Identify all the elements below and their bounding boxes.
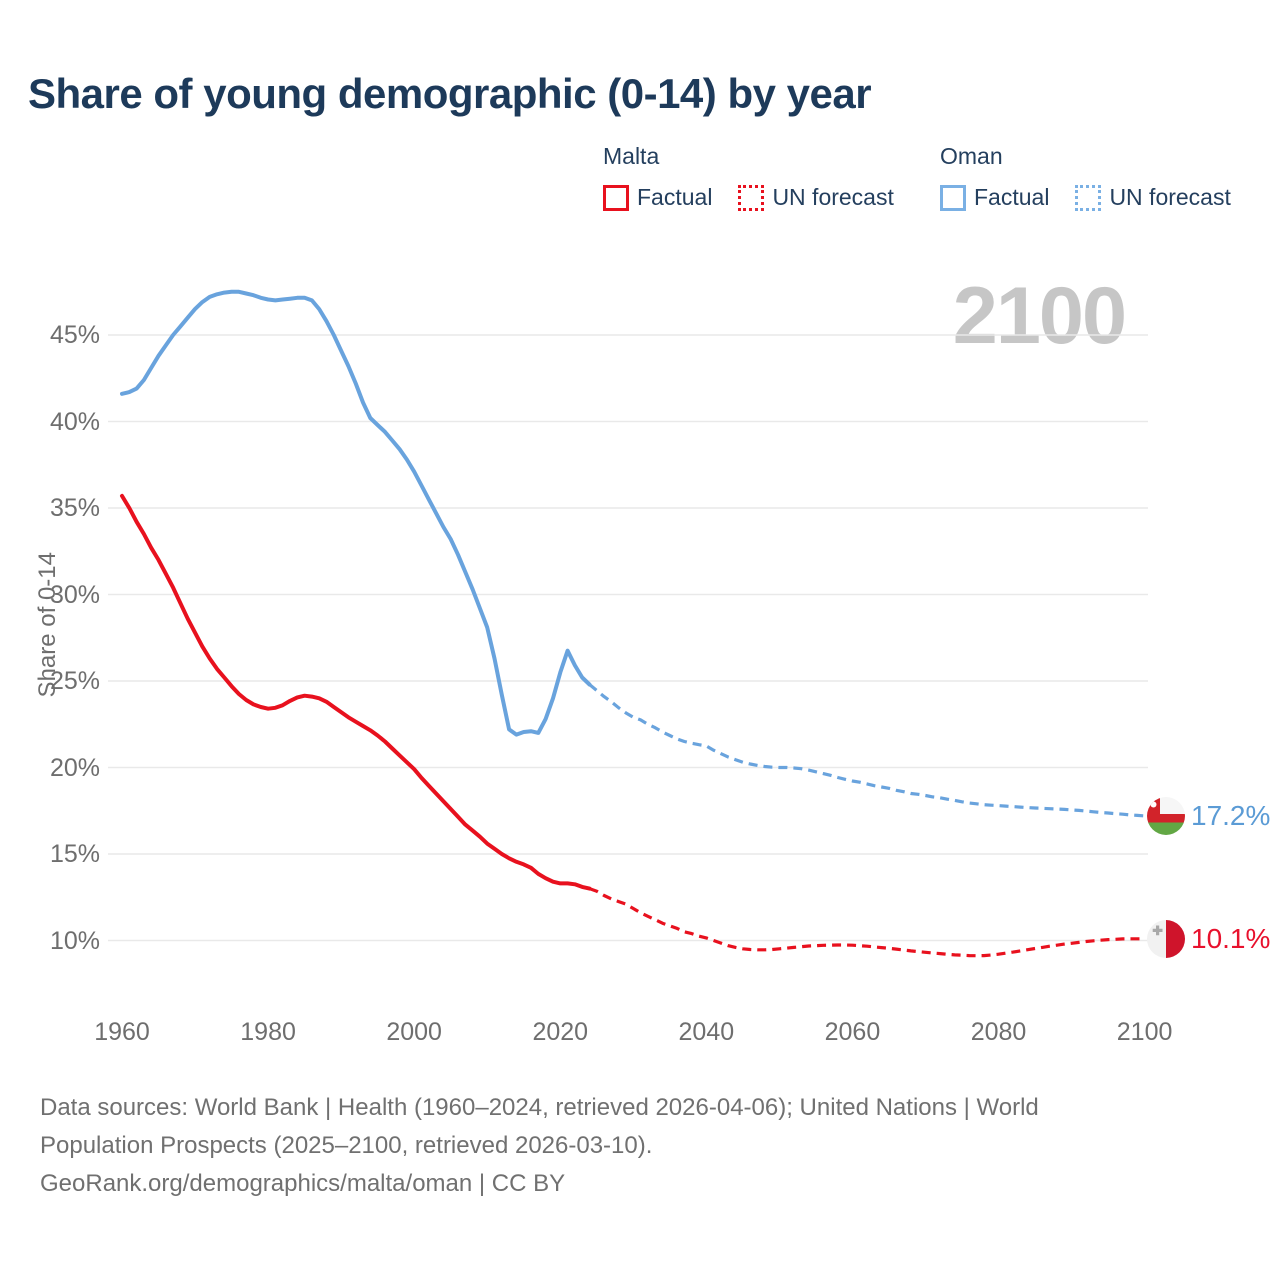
y-tick-label: 30% bbox=[49, 580, 100, 609]
x-tick-label: 2100 bbox=[1116, 1018, 1173, 1046]
y-tick-label: 10% bbox=[49, 926, 100, 955]
x-tick-label: 1980 bbox=[240, 1018, 296, 1046]
x-tick-label: 1960 bbox=[94, 1018, 150, 1046]
y-tick-label: 45% bbox=[49, 321, 100, 349]
data-sources-footer: Data sources: World Bank | Health (1960–… bbox=[40, 1089, 1220, 1203]
footer-line-3: GeoRank.org/demographics/malta/oman | CC… bbox=[40, 1170, 566, 1197]
oman-end-value-label: 17.2% bbox=[1191, 800, 1271, 831]
malta-factual-label: Factual bbox=[637, 184, 713, 210]
y-tick-label: 15% bbox=[49, 840, 100, 868]
oman-forecast-swatch-icon bbox=[1075, 184, 1102, 211]
y-tick-label: 35% bbox=[49, 494, 100, 522]
y-tick-label: 25% bbox=[49, 667, 100, 695]
series-malta-factual bbox=[120, 493, 592, 891]
legend-group-malta: Malta Factual UN forecast bbox=[603, 143, 894, 211]
series-oman-factual bbox=[120, 289, 592, 737]
x-tick-label: 2060 bbox=[824, 1018, 881, 1046]
x-tick-label: 2080 bbox=[970, 1018, 1027, 1046]
legend-malta-header: Malta bbox=[603, 143, 660, 169]
oman-forecast-label: UN forecast bbox=[1109, 184, 1231, 210]
chart-title: Share of young demographic (0-14) by yea… bbox=[28, 70, 872, 117]
footer-line-1: Data sources: World Bank | Health (1960–… bbox=[40, 1094, 1039, 1121]
y-tick-label: 40% bbox=[49, 407, 100, 436]
oman-factual-swatch-icon bbox=[940, 184, 966, 211]
malta-forecast-label: UN forecast bbox=[772, 184, 894, 210]
x-tick-label: 2000 bbox=[386, 1018, 442, 1046]
malta-end-value-label: 10.1% bbox=[1191, 923, 1271, 954]
series-oman-un-forecast bbox=[588, 683, 1145, 818]
x-tick-label: 2020 bbox=[532, 1018, 589, 1046]
legend-group-oman: Oman Factual UN forecast bbox=[940, 143, 1231, 211]
x-tick-label: 2040 bbox=[678, 1018, 735, 1046]
series-malta-un-forecast bbox=[588, 887, 1145, 958]
watermark-year: 2100 bbox=[952, 271, 1127, 361]
legend-oman-header: Oman bbox=[940, 143, 1003, 169]
y-tick-label: 20% bbox=[49, 753, 100, 782]
malta-flag-icon bbox=[1147, 920, 1185, 958]
malta-factual-swatch-icon bbox=[603, 184, 629, 211]
footer-line-2: Population Prospects (2025–2100, retriev… bbox=[40, 1132, 653, 1159]
oman-factual-label: Factual bbox=[974, 184, 1050, 210]
oman-flag-icon bbox=[1147, 797, 1185, 835]
malta-forecast-swatch-icon bbox=[738, 184, 765, 211]
